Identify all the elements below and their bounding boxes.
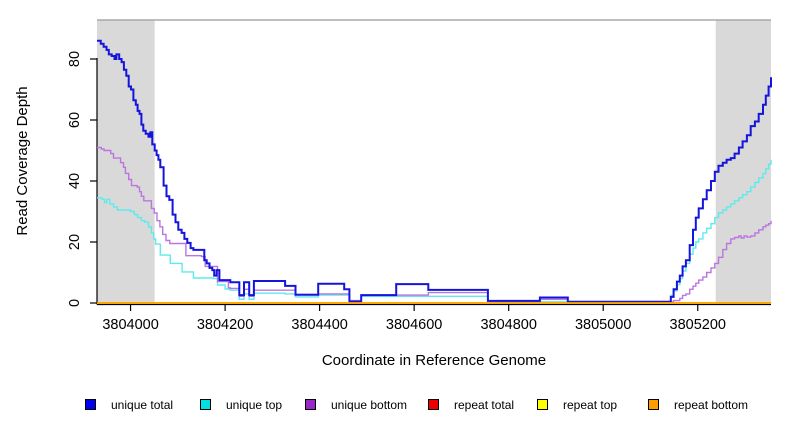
x-tick-label: 3804800 — [480, 317, 536, 333]
x-tick-label: 3805000 — [575, 317, 631, 333]
y-axis-title: Read Coverage Depth — [14, 86, 31, 236]
series-line-unique-total — [97, 39, 772, 303]
x-axis-title: Coordinate in Reference Genome — [321, 352, 547, 369]
x-tick-label: 3804400 — [291, 317, 347, 333]
x-tick-label: 3805200 — [670, 317, 726, 333]
y-tick-label: 80 — [67, 51, 83, 67]
x-tick-label: 3804200 — [197, 317, 253, 333]
x-tick-label: 3804000 — [102, 317, 158, 333]
shaded-region-left — [97, 20, 155, 305]
y-tick-label: 60 — [67, 112, 83, 128]
y-tick-label: 0 — [67, 299, 83, 307]
x-tick-label: 3804600 — [386, 317, 442, 333]
series-line-unique-top — [97, 159, 772, 303]
y-tick-label: 20 — [67, 234, 83, 250]
y-tick-label: 40 — [67, 173, 83, 189]
